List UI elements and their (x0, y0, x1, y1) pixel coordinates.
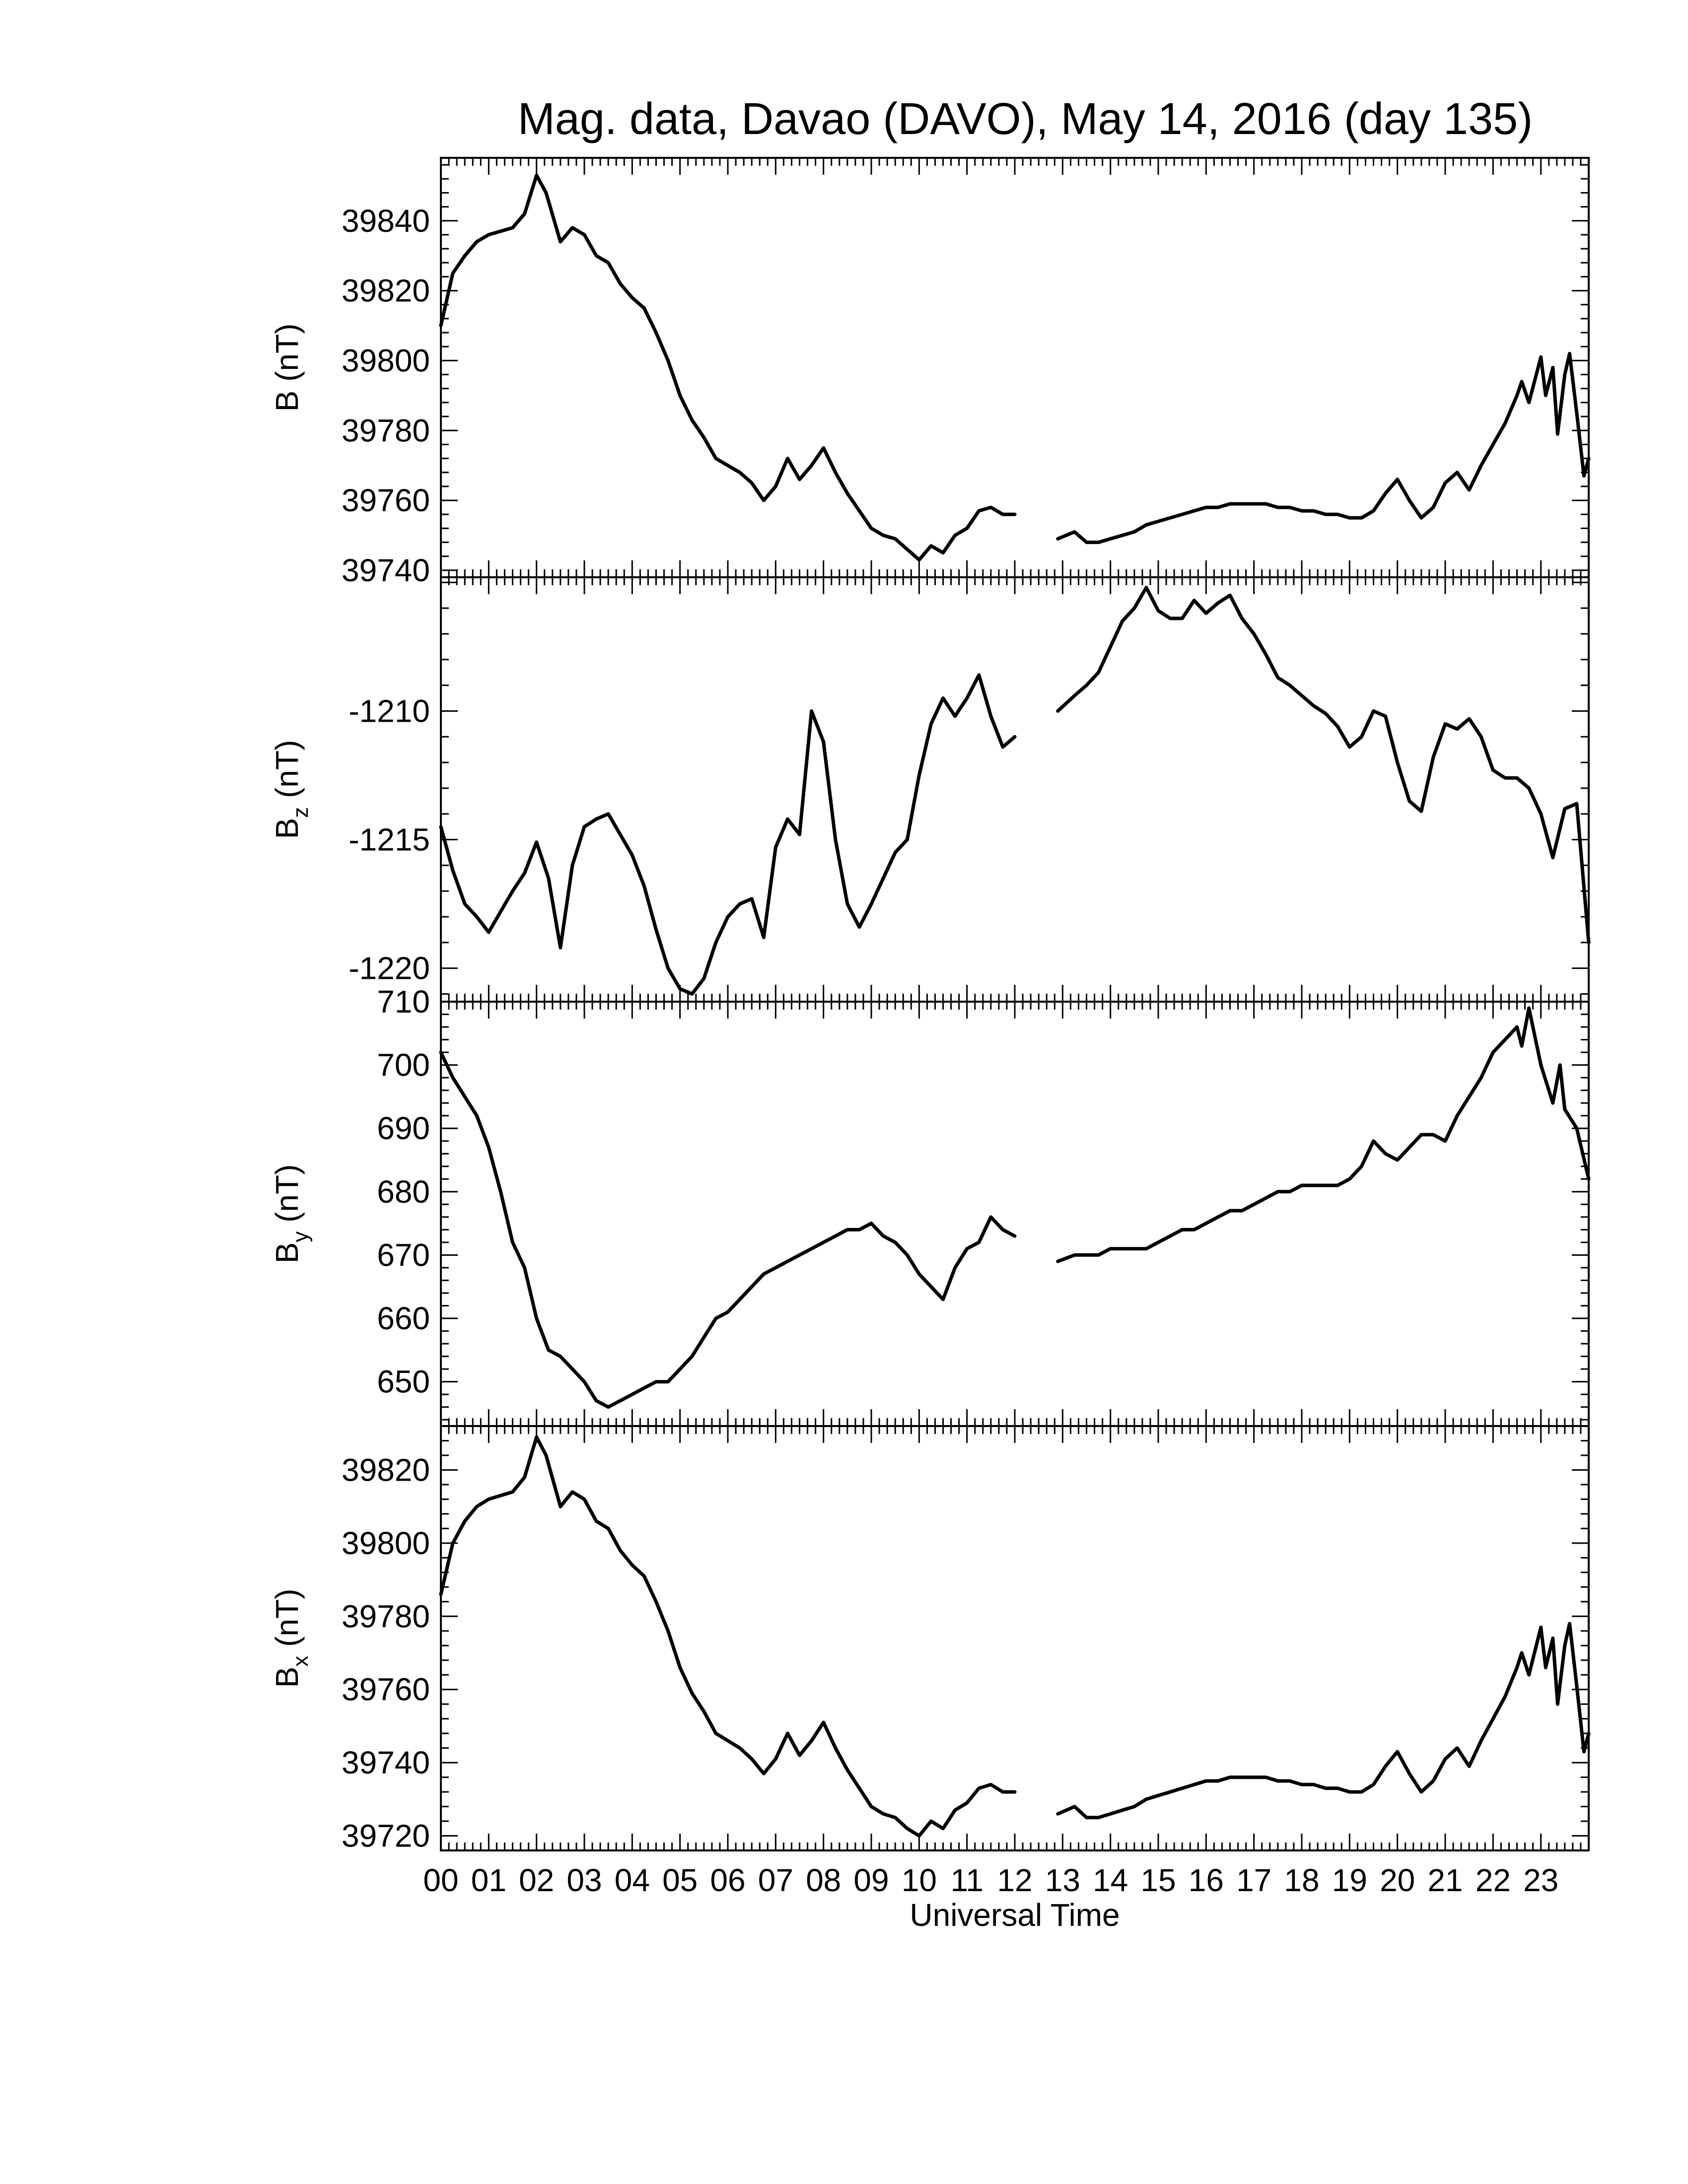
x-ticks-b (440, 158, 1590, 577)
y-axis-label-bz: Bz (nT) (269, 740, 313, 839)
y-tick-label: -1220 (349, 951, 430, 986)
x-ticks-bz (440, 577, 1590, 1002)
y-tick-label: 680 (377, 1174, 430, 1210)
x-tick-label: 04 (615, 1862, 650, 1898)
panel-by: 650 660 670 680 690 700 710 By (nT) (269, 984, 1591, 1427)
x-tick-label: 08 (806, 1862, 841, 1898)
y-tick-label: 660 (377, 1300, 430, 1336)
x-tick-label: 00 (423, 1862, 458, 1898)
y-tick-label: 39800 (342, 342, 430, 378)
y-tick-label: 39740 (342, 1745, 430, 1780)
x-tick-label: 09 (853, 1862, 889, 1898)
y-axis-label-bx: Bx (nT) (269, 1589, 313, 1688)
y-tick-label: 39740 (342, 552, 430, 588)
x-tick-label: 11 (950, 1862, 983, 1898)
y-tick-label: 670 (377, 1237, 430, 1273)
x-tick-label: 10 (902, 1862, 937, 1898)
y-tick-label: 39780 (342, 1598, 430, 1634)
x-ticks-bx (440, 1426, 1590, 1850)
y-tick-label: 690 (377, 1110, 430, 1146)
y-tick-label: 39720 (342, 1818, 430, 1854)
panel-frame-bz (440, 576, 1590, 1003)
trace-bx (439, 1435, 1591, 1838)
x-tick-label: 23 (1523, 1862, 1558, 1898)
y-tick-label: 39800 (342, 1525, 430, 1561)
x-tick-label: 07 (758, 1862, 793, 1898)
x-tick-label: 19 (1332, 1862, 1367, 1898)
y-ticks-b: 39740 39760 39780 39800 39820 39840 (342, 164, 1589, 588)
y-ticks-bz: -1220 -1215 -1210 (349, 581, 1589, 995)
x-tick-label: 21 (1427, 1862, 1463, 1898)
trace-by (439, 1006, 1591, 1409)
trace-b (439, 173, 1591, 562)
trace-bz (439, 586, 1591, 996)
y-tick-label: 39840 (342, 203, 430, 239)
y-axis-label-b: B (nT) (269, 324, 305, 412)
y-tick-label: 700 (377, 1047, 430, 1083)
x-tick-label: 01 (471, 1862, 506, 1898)
x-tick-label: 14 (1093, 1862, 1128, 1898)
x-tick-label: 02 (519, 1862, 554, 1898)
y-ticks-by: 650 660 670 680 690 700 710 (377, 984, 1589, 1421)
x-axis-title: Universal Time (910, 1897, 1120, 1933)
y-axis-label-by: By (nT) (269, 1164, 313, 1264)
x-ticks-by (440, 1002, 1590, 1426)
y-ticks-bx: 39720 39740 39760 39780 39800 39820 (342, 1425, 1589, 1854)
x-tick-label: 05 (662, 1862, 698, 1898)
y-tick-label: -1210 (349, 693, 430, 729)
y-tick-label: 39780 (342, 412, 430, 448)
y-tick-label: 650 (377, 1364, 430, 1400)
panels-group: 39740 39760 39780 39800 39820 39840 B (nT) -122… (269, 157, 1591, 1854)
x-tick-label: 03 (566, 1862, 602, 1898)
x-tick-label: 22 (1476, 1862, 1511, 1898)
x-tick-label: 20 (1380, 1862, 1415, 1898)
chart-title: Mag. data, Davao (DAVO), May 14, 2016 (d… (518, 94, 1533, 144)
x-tick-label: 15 (1140, 1862, 1176, 1898)
x-tick-label: 18 (1284, 1862, 1319, 1898)
y-tick-label: 39760 (342, 1672, 430, 1707)
x-tick-label: 17 (1236, 1862, 1271, 1898)
x-tick-label: 16 (1189, 1862, 1224, 1898)
y-tick-label: 39820 (342, 1452, 430, 1488)
y-tick-label: 39820 (342, 273, 430, 309)
y-tick-label: -1215 (349, 822, 430, 858)
panel-b: 39740 39760 39780 39800 39820 39840 B (nT) (269, 157, 1591, 588)
x-axis-tick-labels: 00 01 02 03 04 05 06 07 08 09 10 11 12 13 14 15 16 17 18 19… (423, 1862, 1558, 1898)
panel-bz: -1220 -1215 -1210 Bz (nT) (269, 576, 1591, 1003)
x-tick-label: 12 (997, 1862, 1032, 1898)
panel-frame-by (440, 1001, 1590, 1427)
y-tick-label: 710 (377, 984, 430, 1020)
y-tick-label: 39760 (342, 482, 430, 518)
x-tick-label: 06 (710, 1862, 745, 1898)
x-tick-label: 13 (1045, 1862, 1080, 1898)
panel-bx: 39720 39740 39760 39780 39800 39820 Bx (nT) (269, 1425, 1591, 1854)
